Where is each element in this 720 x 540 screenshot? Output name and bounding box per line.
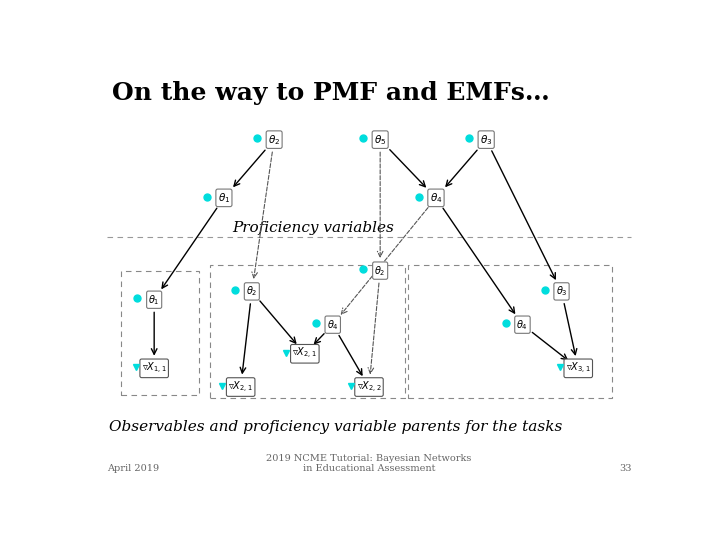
Bar [408, 265, 612, 399]
Text: $\theta_2$: $\theta_2$ [268, 133, 280, 146]
Text: $\theta_4$: $\theta_4$ [327, 318, 338, 332]
Bar [210, 265, 405, 399]
Text: 33: 33 [618, 464, 631, 473]
Text: $\theta_4$: $\theta_4$ [430, 191, 442, 205]
Text: On the way to PMF and EMFs…: On the way to PMF and EMFs… [112, 82, 550, 105]
Text: $\theta_4$: $\theta_4$ [516, 318, 528, 332]
Text: $\theta_3$: $\theta_3$ [480, 133, 492, 146]
Text: $\triangledown X_{1,1}$: $\triangledown X_{1,1}$ [142, 361, 167, 376]
Text: $\triangledown X_{3,1}$: $\triangledown X_{3,1}$ [566, 361, 591, 376]
Bar [121, 271, 199, 395]
Text: $\triangledown X_{2,2}$: $\triangledown X_{2,2}$ [356, 380, 382, 395]
Text: $\triangledown X_{2,1}$: $\triangledown X_{2,1}$ [292, 346, 318, 361]
Text: $\theta_3$: $\theta_3$ [556, 285, 567, 298]
Text: $\theta_1$: $\theta_1$ [217, 191, 230, 205]
Text: $\theta_2$: $\theta_2$ [374, 264, 386, 278]
Text: Observables and proficiency variable parents for the tasks: Observables and proficiency variable par… [109, 420, 562, 434]
Text: $\theta_2$: $\theta_2$ [246, 285, 258, 298]
Text: 2019 NCME Tutorial: Bayesian Networks
in Educational Assessment: 2019 NCME Tutorial: Bayesian Networks in… [266, 454, 472, 473]
Text: Proficiency variables: Proficiency variables [233, 221, 394, 235]
Text: $\triangledown X_{2,1}$: $\triangledown X_{2,1}$ [228, 380, 253, 395]
Text: $\theta_1$: $\theta_1$ [148, 293, 160, 307]
Text: April 2019: April 2019 [107, 464, 159, 473]
Text: $\theta_5$: $\theta_5$ [374, 133, 387, 146]
